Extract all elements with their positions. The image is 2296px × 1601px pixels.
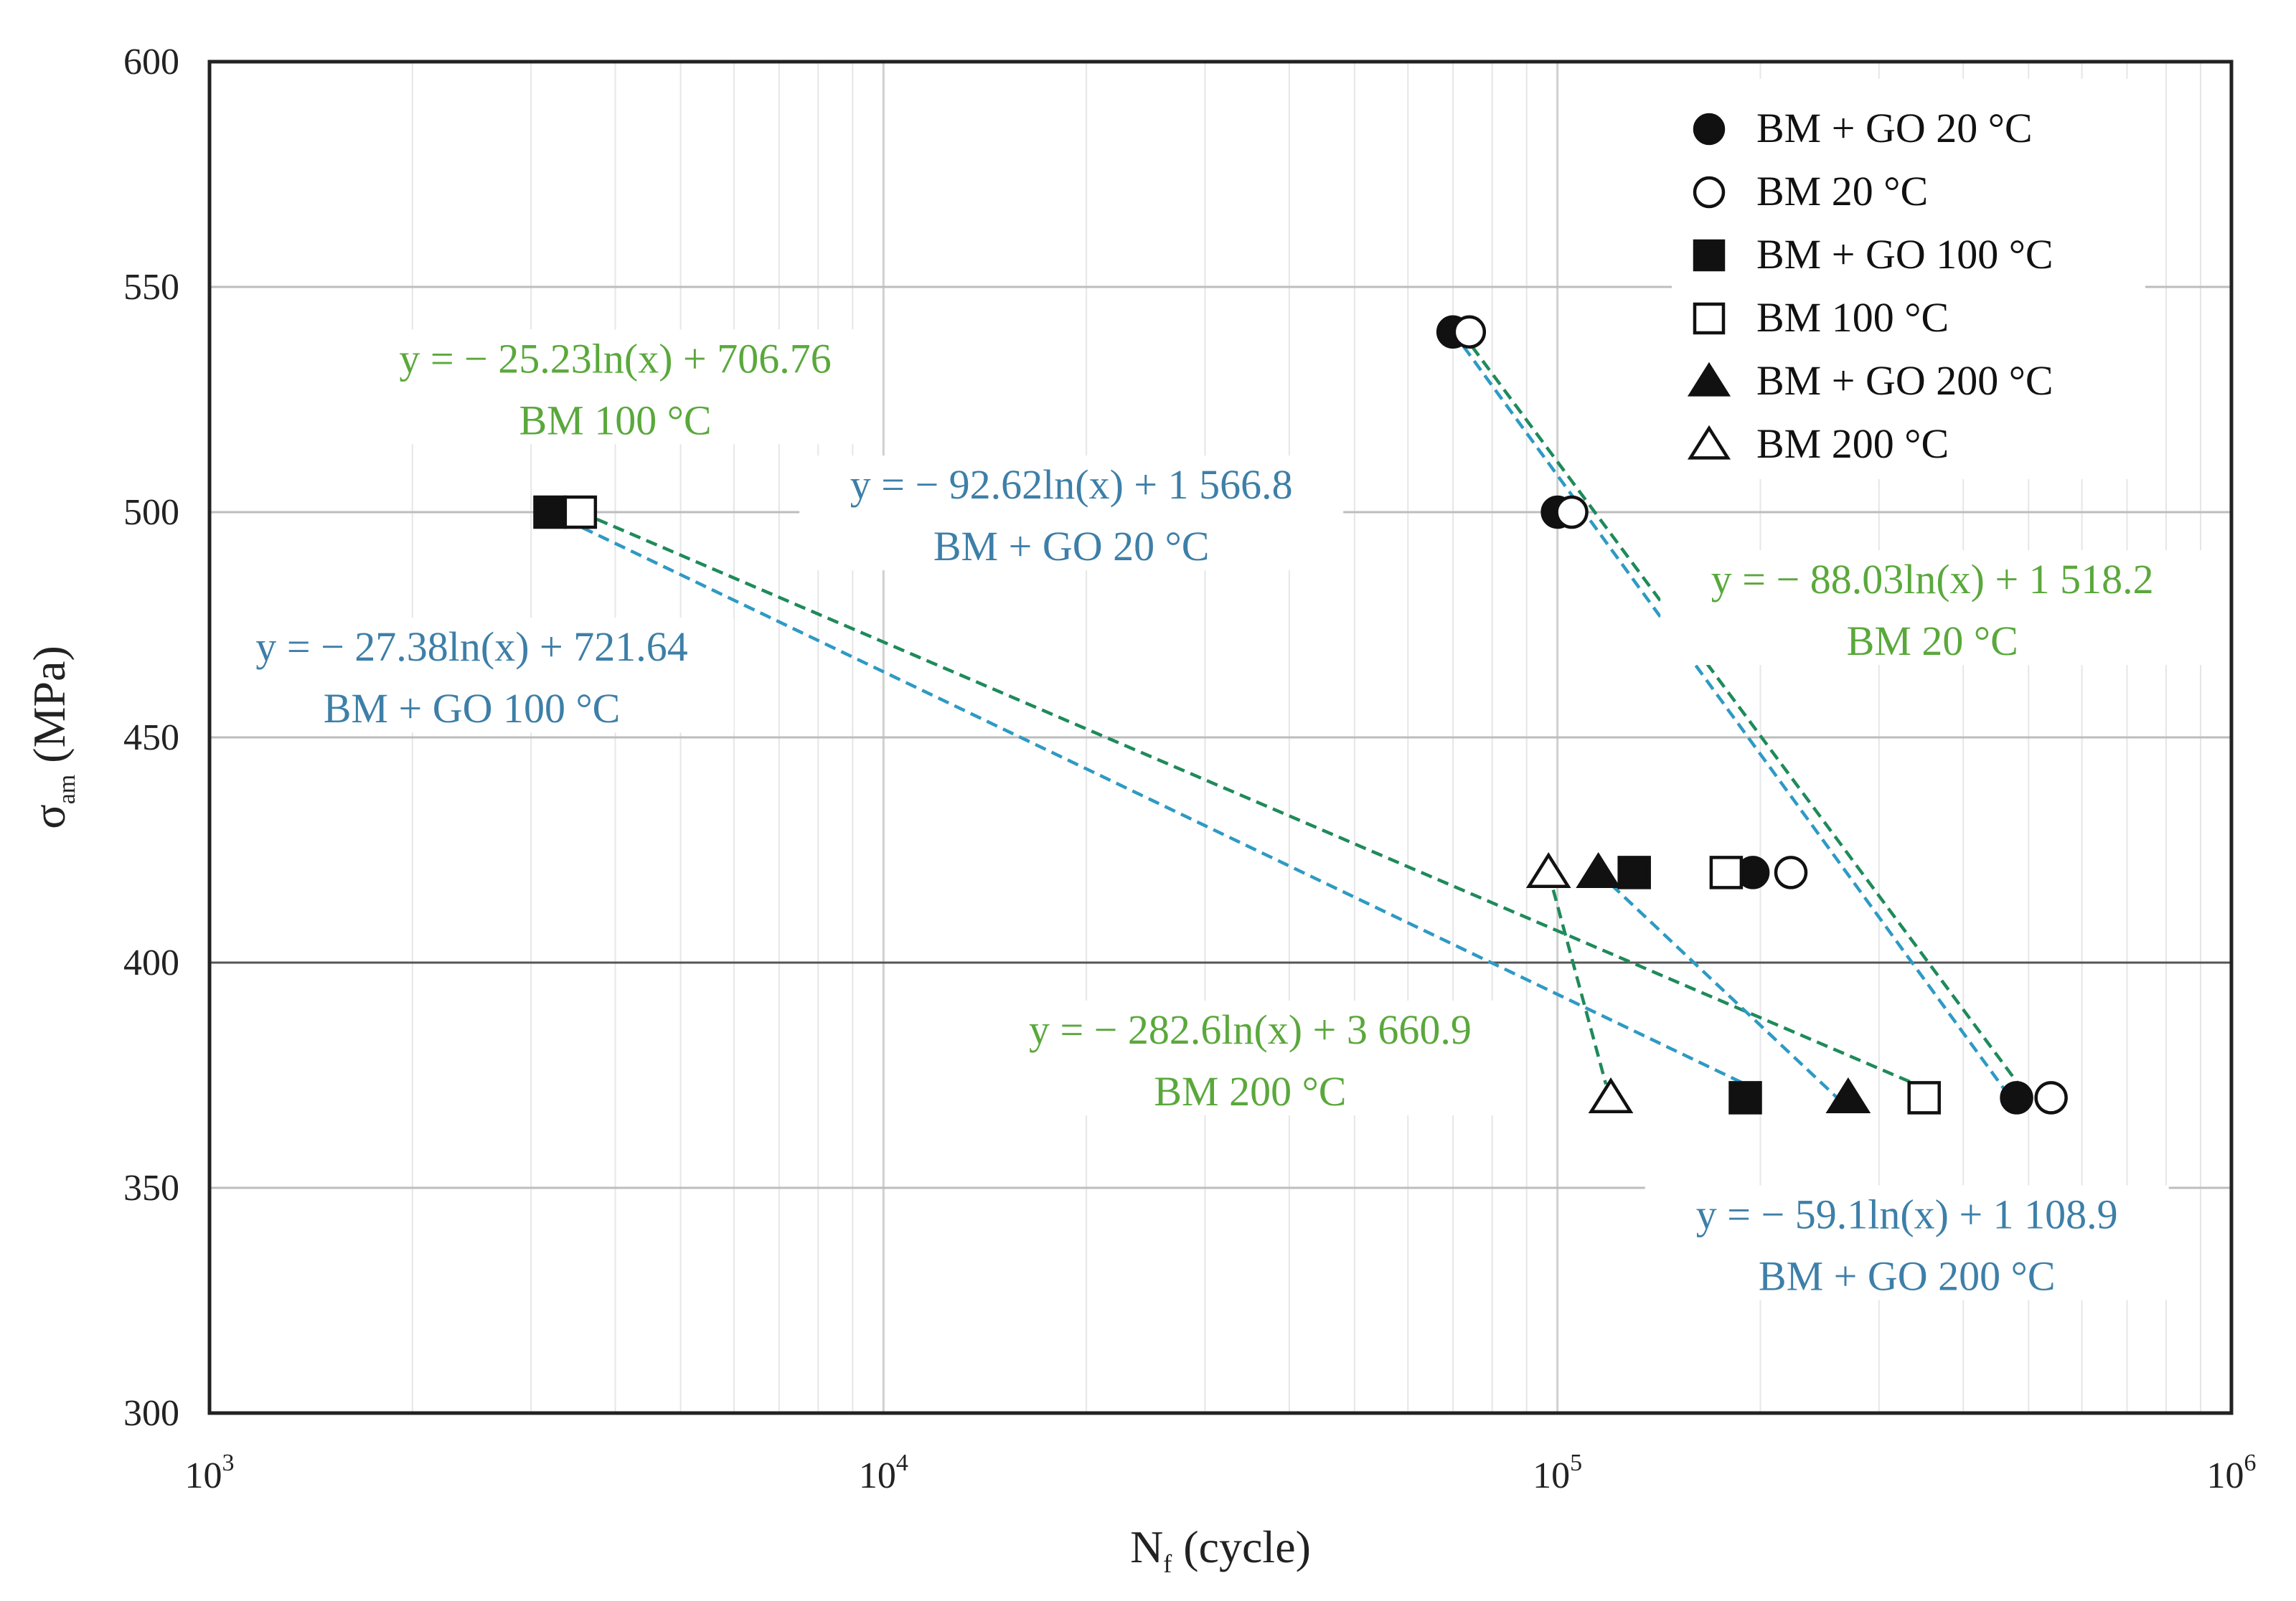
legend-entry-label: BM 200 °C — [1756, 420, 1949, 467]
y-axis-label: σam (MPa) — [24, 646, 80, 829]
annotation-background — [799, 455, 1344, 571]
data-point-circle — [1774, 856, 1808, 889]
legend-marker — [1693, 176, 1726, 209]
trendlines — [549, 331, 2031, 1100]
x-tick-label: 105 — [1533, 1450, 1582, 1496]
data-point-circle — [2000, 1081, 2033, 1115]
trendline — [1547, 872, 1608, 1085]
axes: 300 350 400 450 500 550 600 103 104 105 106 Nf (cyc… — [24, 42, 2257, 1578]
regression-series-label: BM + GO 100 °C — [324, 685, 621, 732]
trendline — [1597, 871, 1839, 1100]
y-tick-label: 500 — [123, 492, 179, 533]
regression-equation: y = − 92.62ln(x) + 1 566.8 — [850, 461, 1293, 508]
data-point-circle — [1555, 495, 1589, 529]
regression-equation: y = − 59.1ln(x) + 1 108.9 — [1696, 1191, 2118, 1238]
regression-series-label: BM + GO 200 °C — [1759, 1253, 2056, 1300]
annotations: y = − 25.23ln(x) + 706.76 BM 100 °C y = − … — [210, 329, 2205, 1300]
data-point-circle — [1452, 315, 1487, 349]
data-point-square — [1907, 1081, 1941, 1115]
y-tick-label: 400 — [123, 943, 179, 983]
legend-marker — [1693, 302, 1726, 335]
legend-marker — [1693, 239, 1726, 272]
legend-entry-label: BM + GO 100 °C — [1756, 231, 2053, 278]
data-point-square — [533, 495, 567, 529]
data-point-square — [1728, 1081, 1762, 1115]
legend-entry-label: BM + GO 200 °C — [1756, 357, 2053, 404]
regression-series-label: BM 200 °C — [1154, 1068, 1346, 1115]
data-point-triangle — [1525, 852, 1571, 888]
annotation-background — [1660, 550, 2205, 666]
regression-equation: y = − 27.38ln(x) + 721.64 — [255, 623, 687, 670]
trendline — [1459, 331, 2031, 1099]
plot-frame — [207, 60, 2234, 1415]
legend-marker — [1687, 425, 1731, 460]
regression-equation: y = − 88.03ln(x) + 1 518.2 — [1711, 556, 2154, 603]
legend: BM + GO 20 °C BM 20 °C BM + GO 100 °C BM 10… — [1672, 79, 2145, 479]
x-axis-label: Nf (cycle) — [1130, 1521, 1311, 1578]
y-tick-label: 450 — [123, 717, 179, 758]
data-points — [533, 315, 2068, 1115]
annotation-background — [978, 1001, 1523, 1116]
legend-entry-label: BM 100 °C — [1756, 294, 1949, 341]
y-tick-label: 600 — [123, 42, 179, 82]
data-point-square — [563, 495, 598, 529]
annotation-background — [1645, 1185, 2169, 1300]
data-point-circle — [2034, 1081, 2068, 1115]
annotation-background — [210, 618, 734, 733]
data-point-square — [1617, 856, 1651, 889]
regression-series-label: BM + GO 20 °C — [933, 523, 1210, 570]
regression-equation: y = − 25.23ln(x) + 706.76 — [399, 335, 831, 382]
data-point-triangle — [1825, 1077, 1871, 1113]
trendline — [549, 510, 1746, 1086]
legend-marker — [1693, 113, 1726, 146]
x-tick-label: 104 — [859, 1450, 908, 1496]
data-point-square — [1709, 856, 1744, 889]
regression-equation: y = − 282.6ln(x) + 3 660.9 — [1029, 1006, 1472, 1053]
x-tick-label: 106 — [2207, 1450, 2257, 1496]
trendline — [579, 510, 1916, 1086]
regression-series-label: BM 100 °C — [519, 397, 711, 443]
legend-background — [1672, 79, 2145, 479]
x-tick-label: 103 — [185, 1450, 235, 1496]
y-tick-label: 550 — [123, 267, 179, 308]
data-point-triangle — [1588, 1077, 1634, 1113]
y-tick-label: 300 — [123, 1393, 179, 1434]
legend-entry-label: BM 20 °C — [1756, 168, 1928, 214]
trendline — [1452, 331, 2012, 1099]
y-tick-label: 350 — [123, 1168, 179, 1209]
legend-entry-label: BM + GO 20 °C — [1756, 105, 2033, 151]
regression-series-label: BM 20 °C — [1847, 618, 2018, 664]
legend-marker — [1687, 362, 1731, 397]
data-point-triangle — [1576, 852, 1622, 888]
annotation-background — [353, 329, 878, 445]
